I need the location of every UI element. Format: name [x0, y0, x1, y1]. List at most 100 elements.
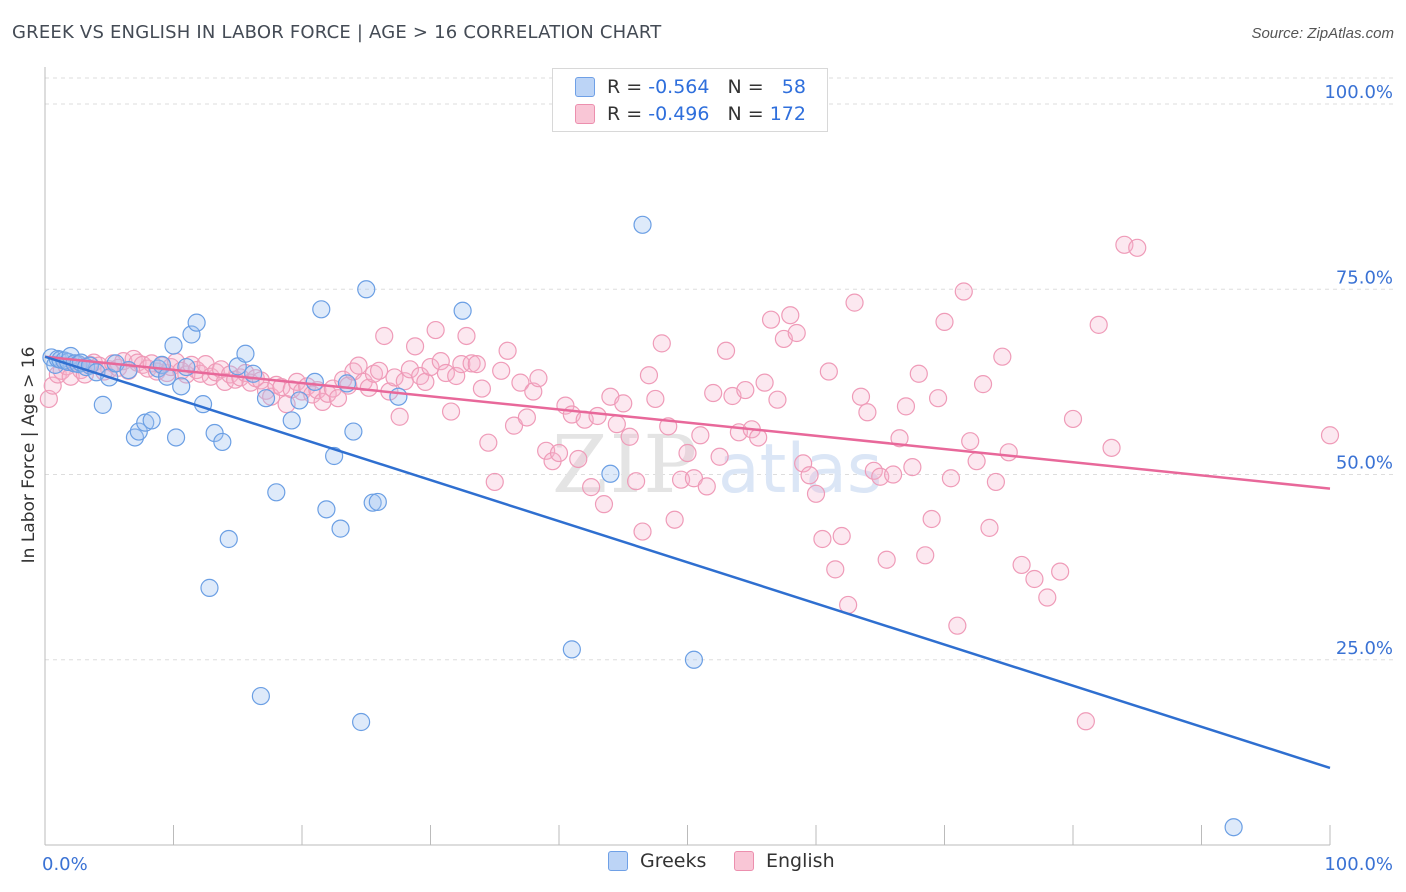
greeks-point: [251, 686, 270, 706]
y-axis-label: In Labor Force | Age > 16: [19, 347, 39, 564]
legend-n-label-english: N =: [727, 103, 764, 125]
greeks-point: [267, 483, 286, 502]
greeks-point: [331, 519, 350, 538]
greeks-point: [182, 325, 201, 344]
english-point: [485, 472, 504, 492]
english-point: [504, 416, 524, 435]
english-point: [761, 310, 781, 329]
greeks-point: [164, 336, 183, 355]
greeks-point: [389, 387, 408, 406]
greeks-point: [317, 500, 336, 519]
english-point: [845, 293, 864, 312]
english-point: [1128, 238, 1147, 257]
english-point: [916, 546, 935, 565]
english-point: [364, 364, 384, 383]
english-point: [800, 466, 819, 485]
english-point: [390, 407, 409, 426]
greeks-point: [363, 493, 382, 512]
english-point: [1089, 315, 1108, 334]
english-point: [819, 362, 838, 381]
y-tick-label: 100.0%: [1324, 82, 1393, 103]
english-point: [890, 429, 909, 448]
english-point: [349, 356, 368, 375]
greeks-point: [213, 432, 232, 452]
greeks-point: [187, 313, 206, 332]
english-point: [858, 403, 877, 422]
english-point: [633, 522, 652, 541]
greeks-point: [312, 300, 331, 319]
english-point: [826, 560, 845, 579]
english-point: [736, 380, 755, 400]
legend-swatch-greeks: [575, 77, 595, 97]
english-point: [710, 447, 729, 466]
english-regression-line: [44, 355, 1331, 490]
english-point: [492, 361, 511, 380]
english-point: [529, 369, 548, 388]
english-point: [441, 402, 461, 421]
english-point: [588, 406, 607, 426]
english-point: [569, 449, 588, 469]
english-point: [517, 408, 536, 427]
english-point: [256, 381, 276, 400]
english-point: [883, 465, 903, 484]
series-legend-label-english: English: [766, 850, 835, 872]
english-point: [375, 326, 394, 346]
english-point: [787, 323, 806, 343]
x-tick-label-max: 100.0%: [1324, 854, 1393, 875]
english-point: [646, 389, 665, 409]
english-point: [462, 354, 481, 373]
english-point: [961, 432, 980, 451]
english-point: [755, 373, 774, 392]
legend-n-value-english: 172: [769, 103, 806, 125]
english-point: [806, 484, 826, 503]
english-point: [691, 426, 710, 445]
legend-row-greeks: R = -0.564 N = 58: [575, 74, 806, 100]
english-point: [922, 509, 941, 529]
english-point: [877, 550, 896, 569]
english-point: [594, 495, 614, 514]
english-point: [1320, 426, 1340, 445]
english-point: [328, 389, 348, 408]
greeks-point: [129, 422, 148, 441]
greeks-point: [562, 640, 581, 659]
series-legend-english: English: [734, 850, 835, 872]
english-point: [980, 518, 999, 537]
regression-lines: [44, 355, 1331, 770]
greeks-point: [601, 464, 620, 483]
english-point: [1063, 409, 1083, 429]
y-tick-label: 75.0%: [1336, 267, 1393, 288]
english-point: [620, 427, 639, 446]
english-point: [426, 320, 445, 340]
greeks-point: [282, 411, 301, 430]
english-point: [928, 389, 948, 408]
greeks-point: [1224, 818, 1243, 837]
english-point: [948, 616, 967, 635]
legend-swatch-english: [575, 104, 595, 124]
english-point: [1051, 562, 1070, 581]
english-point: [851, 387, 871, 406]
legend-n-value-greeks: 58: [781, 76, 806, 98]
english-point: [607, 415, 626, 434]
english-point: [498, 341, 517, 360]
series-legend: Greeks English: [0, 850, 1406, 880]
greeks-point: [290, 391, 309, 410]
source-label: Source: ZipAtlas.com: [1251, 25, 1394, 42]
english-point: [781, 306, 800, 325]
english-point: [385, 368, 404, 387]
greeks-regression-line: [44, 355, 1331, 770]
english-point: [665, 510, 684, 529]
greeks-point: [172, 377, 191, 396]
legend-r-label-greeks: R =: [607, 76, 643, 98]
english-point: [549, 443, 569, 463]
english-point: [582, 478, 601, 497]
english-point: [511, 373, 530, 392]
english-point: [935, 312, 954, 331]
greeks-point: [305, 372, 324, 392]
stats-legend: R = -0.564 N = 58 R = -0.496 N = 172: [552, 68, 828, 132]
english-point: [794, 454, 813, 473]
greek-points: [42, 215, 1243, 837]
greeks-point: [236, 344, 255, 363]
greeks-point: [633, 215, 652, 234]
tick-labels: 25.0% 50.0% 75.0% 100.0% 0.0% 100.0% In Labor …: [19, 82, 1393, 875]
